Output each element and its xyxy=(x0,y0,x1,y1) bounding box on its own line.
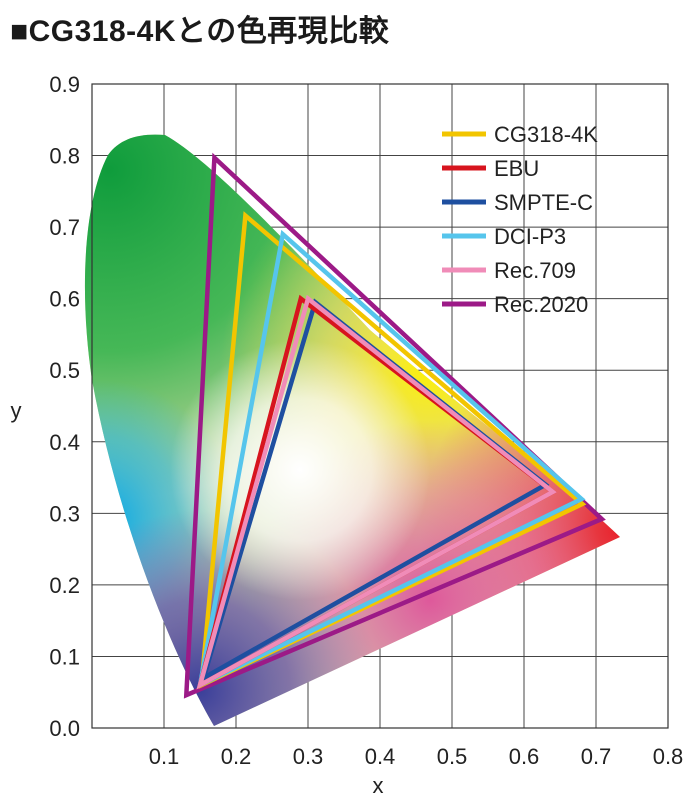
x-tick-label: 0.5 xyxy=(437,744,468,769)
y-tick-label: 0.8 xyxy=(49,144,80,169)
x-tick-label: 0.6 xyxy=(509,744,540,769)
y-tick-labels: 0.0 0.1 0.2 0.3 0.4 0.5 0.6 0.7 0.8 0.9 xyxy=(49,72,80,741)
y-tick-label: 0.7 xyxy=(49,215,80,240)
legend-label: Rec.2020 xyxy=(494,292,588,317)
gamut-triangle-rec-709 xyxy=(196,294,557,690)
legend: CG318-4K EBU SMPTE-C DCI-P3 Rec.709 Rec.2020 xyxy=(442,122,598,317)
chart-title: ■CG318-4Kとの色再現比較 xyxy=(10,15,390,48)
y-tick-label: 0.2 xyxy=(49,573,80,598)
x-tick-label: 0.2 xyxy=(221,744,252,769)
plot-frame xyxy=(91,83,669,729)
x-tick-label: 0.7 xyxy=(581,744,612,769)
legend-label: DCI-P3 xyxy=(494,224,566,249)
gamut-triangle-cg318-4k xyxy=(198,211,587,689)
y-tick-label: 0.1 xyxy=(49,644,80,669)
legend-label: CG318-4K xyxy=(494,122,598,147)
x-tick-label: 0.1 xyxy=(149,744,180,769)
x-tick-labels: 0.1 0.2 0.3 0.4 0.5 0.6 0.7 0.8 xyxy=(149,744,684,769)
x-axis-label: x xyxy=(373,773,384,798)
y-tick-label: 0.4 xyxy=(49,430,80,455)
legend-label: SMPTE-C xyxy=(494,190,593,215)
y-tick-label: 0.9 xyxy=(49,72,80,97)
legend-label: Rec.709 xyxy=(494,258,576,283)
gamut-triangle-rec-2020 xyxy=(183,152,606,699)
x-tick-label: 0.4 xyxy=(365,744,396,769)
y-tick-label: 0.3 xyxy=(49,501,80,526)
y-tick-label: 0.0 xyxy=(49,716,80,741)
legend-label: EBU xyxy=(494,156,539,181)
y-tick-label: 0.6 xyxy=(49,287,80,312)
y-tick-label: 0.5 xyxy=(49,358,80,383)
x-tick-label: 0.3 xyxy=(293,744,324,769)
gamut-triangle-dci-p3 xyxy=(196,229,586,690)
y-axis-label: y xyxy=(11,398,22,423)
x-tick-label: 0.8 xyxy=(653,744,684,769)
gamut-triangles xyxy=(183,152,606,699)
